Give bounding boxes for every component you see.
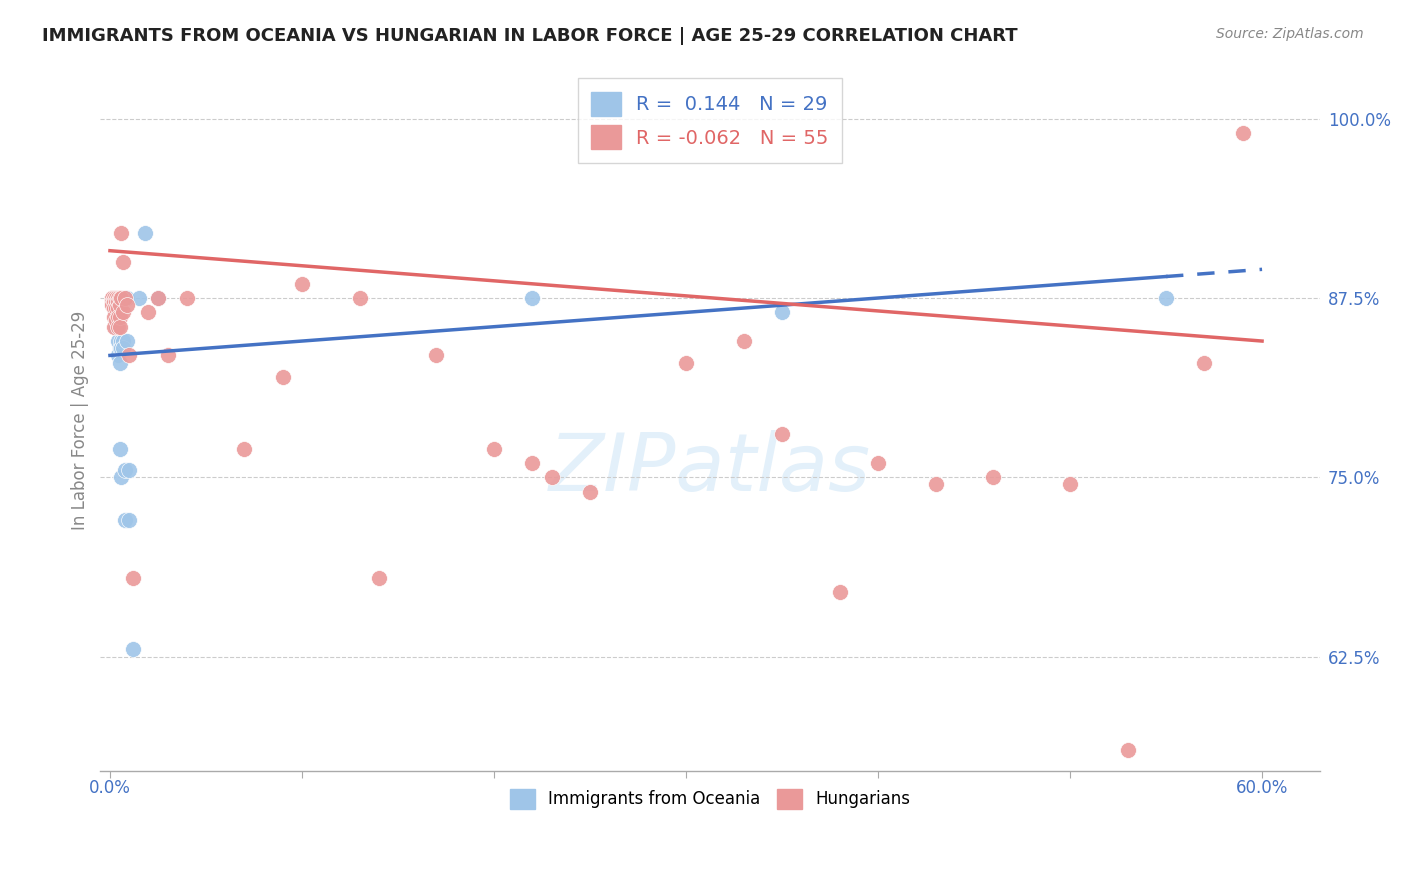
Point <box>122 571 145 585</box>
Point <box>101 298 124 312</box>
Point <box>233 442 256 456</box>
Text: 0.0%: 0.0% <box>89 779 131 797</box>
Point <box>108 341 131 355</box>
Point <box>112 305 135 319</box>
Point <box>1194 355 1216 369</box>
Point <box>733 334 755 348</box>
Point <box>107 334 129 348</box>
Point <box>107 295 129 310</box>
Point <box>110 334 132 348</box>
Y-axis label: In Labor Force | Age 25-29: In Labor Force | Age 25-29 <box>72 310 89 530</box>
Point <box>770 305 793 319</box>
Point <box>128 291 150 305</box>
Point <box>770 427 793 442</box>
Point <box>103 298 125 312</box>
Point <box>115 291 138 305</box>
Text: Source: ZipAtlas.com: Source: ZipAtlas.com <box>1216 27 1364 41</box>
Point <box>118 513 141 527</box>
Point <box>107 348 129 362</box>
Point <box>579 484 602 499</box>
Point <box>108 310 131 324</box>
Point <box>367 571 389 585</box>
Point <box>540 470 562 484</box>
Point <box>115 334 138 348</box>
Point <box>104 295 127 310</box>
Point <box>112 255 135 269</box>
Point <box>138 305 160 319</box>
Point <box>107 291 129 305</box>
Point <box>110 341 132 355</box>
Point <box>866 456 889 470</box>
Point <box>291 277 314 291</box>
Text: IMMIGRANTS FROM OCEANIA VS HUNGARIAN IN LABOR FORCE | AGE 25-29 CORRELATION CHAR: IMMIGRANTS FROM OCEANIA VS HUNGARIAN IN … <box>42 27 1018 45</box>
Legend: Immigrants from Oceania, Hungarians: Immigrants from Oceania, Hungarians <box>503 782 917 816</box>
Point <box>122 642 145 657</box>
Point <box>108 442 131 456</box>
Point <box>271 370 294 384</box>
Point <box>103 291 125 305</box>
Point <box>176 291 198 305</box>
Point <box>349 291 371 305</box>
Point <box>110 470 132 484</box>
Point <box>108 298 131 312</box>
Point <box>1232 126 1254 140</box>
Point <box>1116 743 1139 757</box>
Point <box>522 291 544 305</box>
Point <box>146 291 169 305</box>
Point <box>425 348 447 362</box>
Point <box>1154 291 1177 305</box>
Point <box>104 298 127 312</box>
Point <box>103 301 125 315</box>
Point <box>108 319 131 334</box>
Point <box>114 291 136 305</box>
Point <box>118 348 141 362</box>
Point <box>103 291 125 305</box>
Point <box>108 291 131 305</box>
Point <box>981 470 1004 484</box>
Point <box>104 319 127 334</box>
Point <box>101 291 124 305</box>
Point <box>104 312 127 326</box>
Point <box>101 291 124 305</box>
Point <box>114 463 136 477</box>
Point <box>675 355 697 369</box>
Point <box>114 513 136 527</box>
Point <box>134 227 156 241</box>
Point <box>101 291 124 305</box>
Point <box>108 355 131 369</box>
Point <box>146 291 169 305</box>
Point <box>104 301 127 315</box>
Point <box>110 227 132 241</box>
Point <box>115 298 138 312</box>
Point <box>101 295 124 310</box>
Point <box>828 585 851 599</box>
Text: ZIPatlas: ZIPatlas <box>548 430 872 508</box>
Point <box>101 291 124 305</box>
Point <box>103 319 125 334</box>
Point <box>112 334 135 348</box>
Point <box>103 310 125 324</box>
Point <box>482 442 505 456</box>
Point <box>107 319 129 334</box>
Text: 60.0%: 60.0% <box>1236 779 1288 797</box>
Point <box>522 456 544 470</box>
Point <box>107 310 129 324</box>
Point <box>156 348 179 362</box>
Point <box>103 295 125 310</box>
Point <box>118 463 141 477</box>
Point <box>107 301 129 315</box>
Point <box>110 291 132 305</box>
Point <box>1059 477 1081 491</box>
Point <box>104 291 127 305</box>
Point <box>112 341 135 355</box>
Point <box>924 477 946 491</box>
